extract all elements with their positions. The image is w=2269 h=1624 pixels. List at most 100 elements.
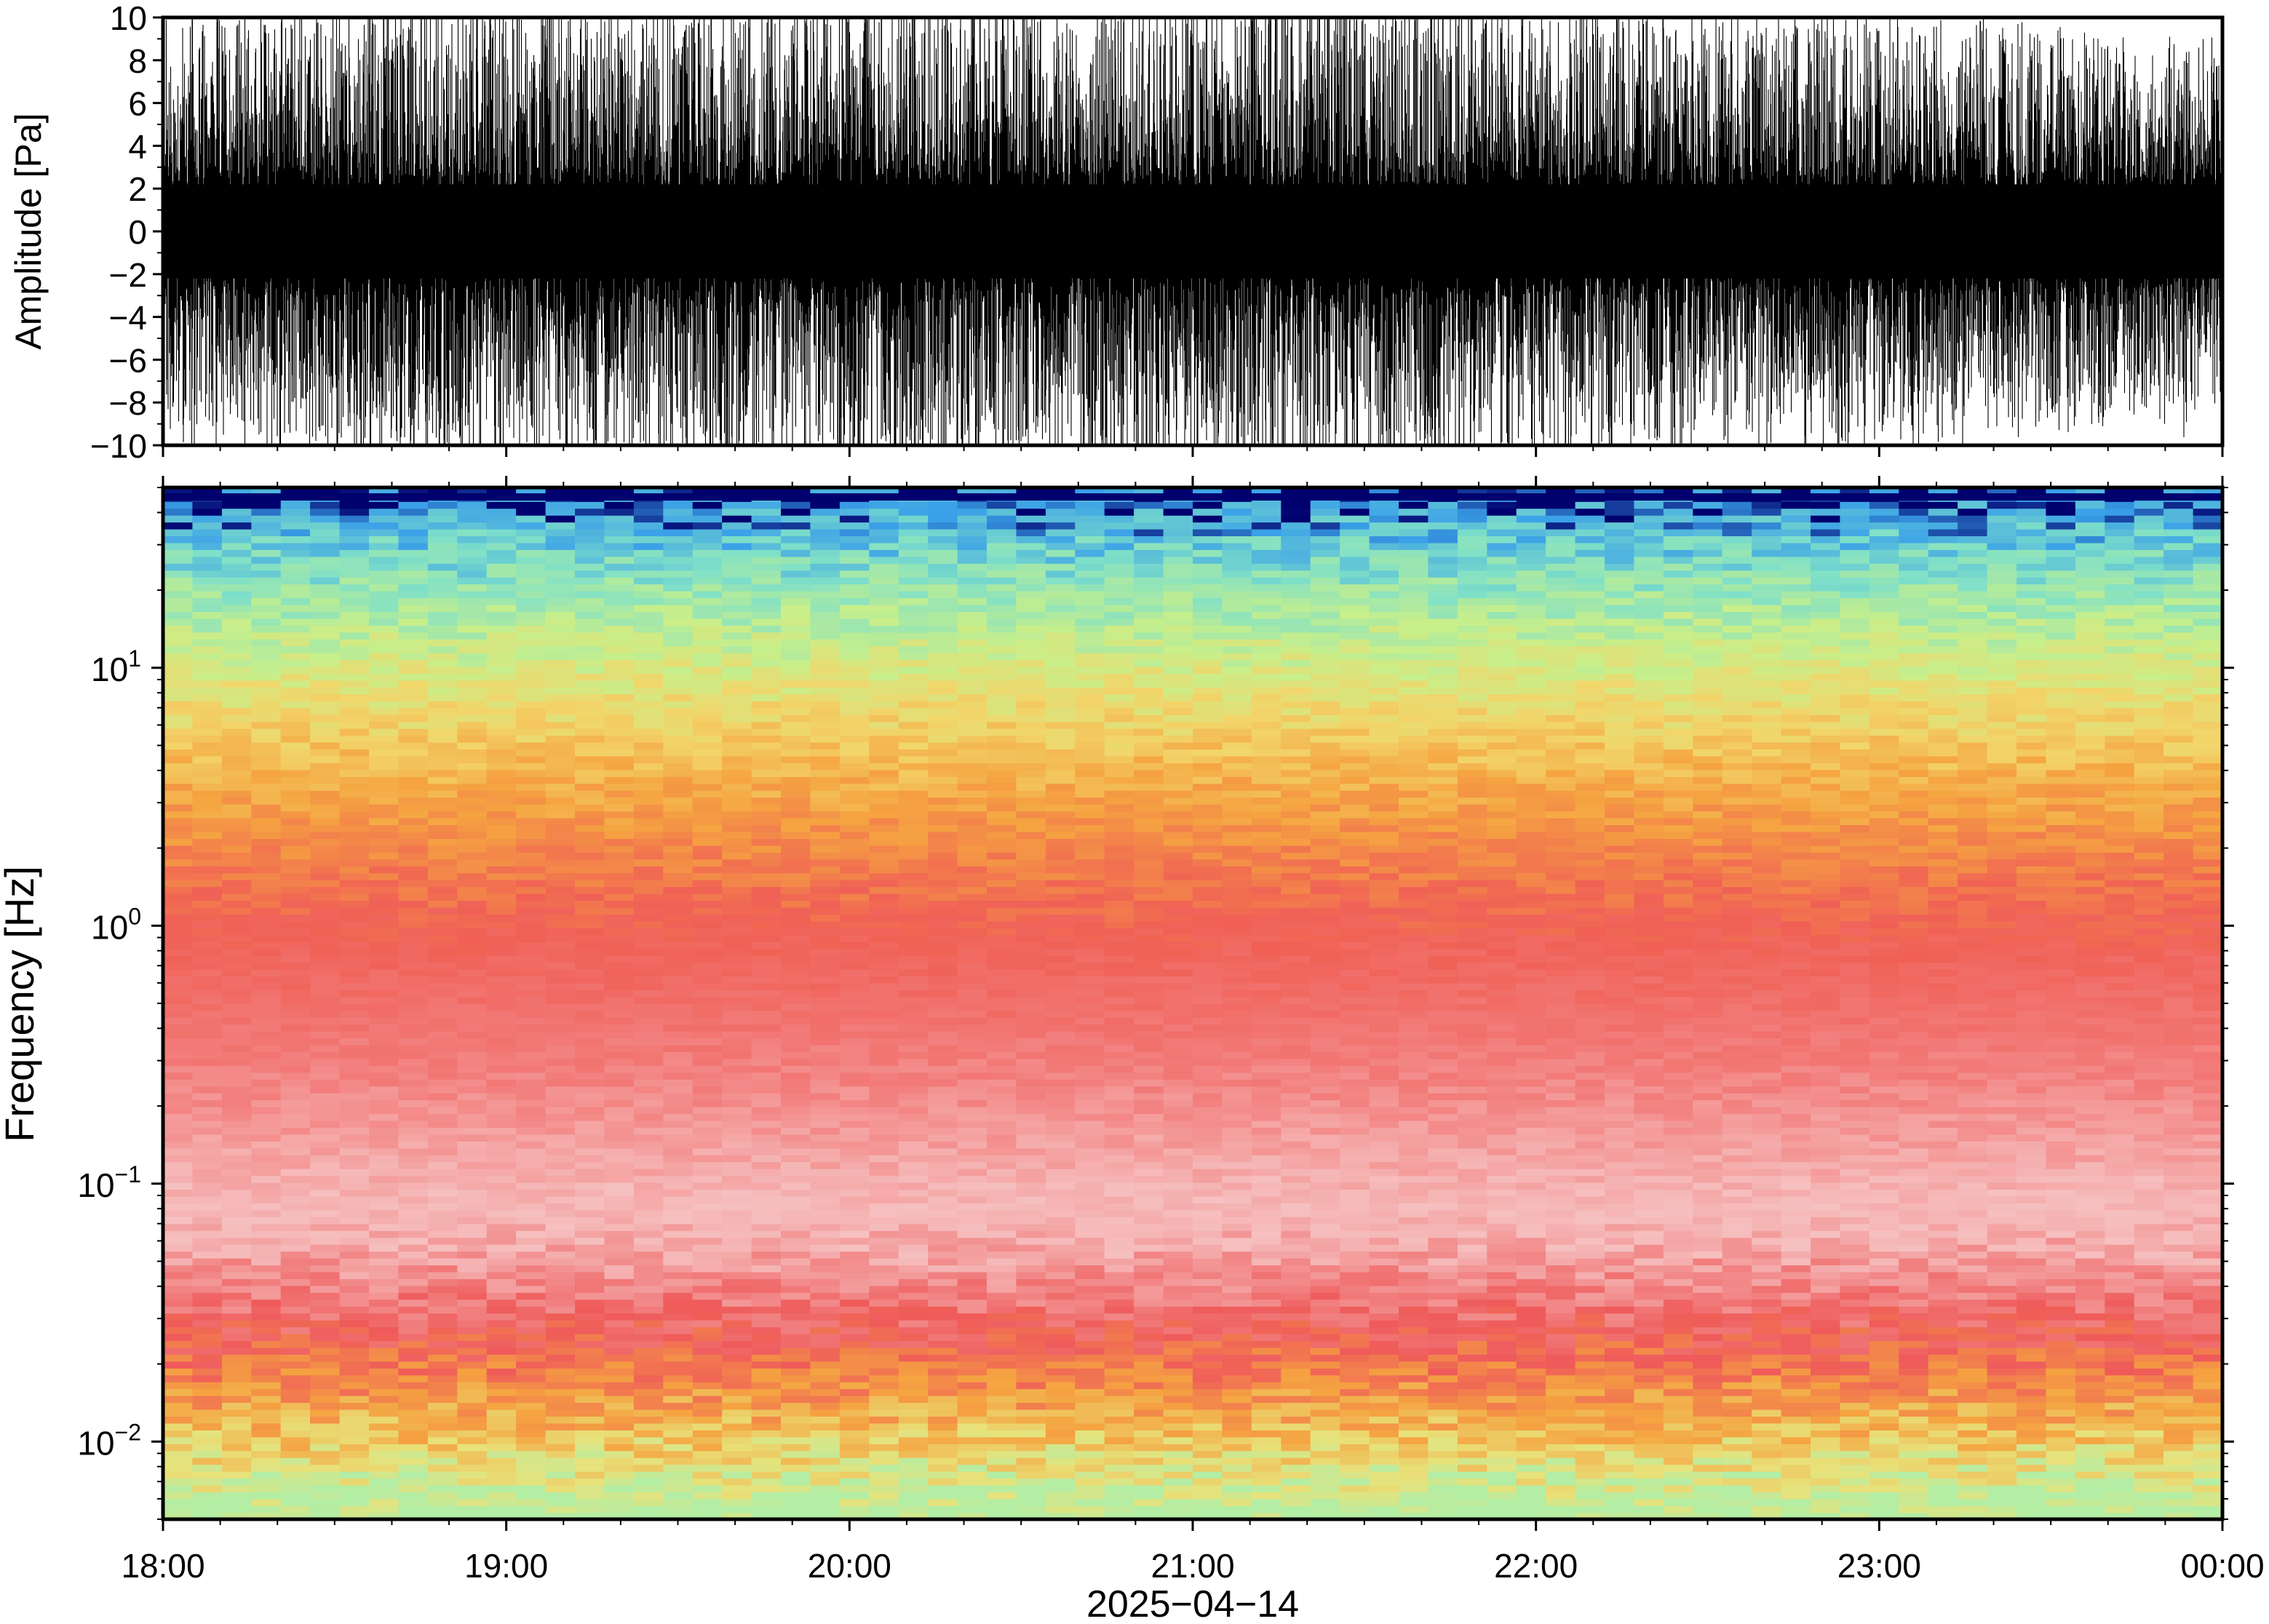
spectrogram-cell xyxy=(1369,1092,1399,1101)
spectrogram-cell xyxy=(1281,1271,1311,1279)
spectrogram-cell xyxy=(810,1278,841,1286)
spectrogram-cell xyxy=(2075,1464,2106,1472)
spectrogram-cell xyxy=(1899,1147,1929,1155)
spectrogram-cell xyxy=(2163,1430,2194,1438)
spectrogram-cell xyxy=(751,1113,782,1121)
spectrogram-cell xyxy=(2016,1388,2047,1396)
spectrogram-cell xyxy=(398,1182,429,1190)
spectrogram-cell xyxy=(2163,1326,2194,1334)
spectrogram-cell xyxy=(516,1155,547,1163)
spectrogram-cell xyxy=(957,1285,988,1293)
spectrogram-cell xyxy=(663,1347,694,1355)
spectrogram-cell xyxy=(1251,1217,1282,1225)
spectrogram-cell xyxy=(1340,1278,1370,1286)
spectrogram-cell xyxy=(2134,1209,2165,1217)
spectrogram-cell xyxy=(2075,1175,2106,1183)
spectrogram-cell xyxy=(251,1450,282,1458)
spectrogram-cell xyxy=(2105,1464,2135,1472)
spectrogram-cell xyxy=(751,1512,782,1519)
spectrogram-cell xyxy=(2163,1038,2194,1046)
spectrogram-cell xyxy=(1605,1257,1635,1266)
spectrogram-cell xyxy=(310,1416,341,1424)
spectrogram-cell xyxy=(427,1444,458,1452)
spectrogram-cell xyxy=(1310,1326,1341,1334)
spectrogram-cell xyxy=(1457,1086,1488,1094)
spectrogram-cell xyxy=(457,1058,488,1066)
spectrogram-cell xyxy=(1634,1051,1664,1059)
spectrogram-cell xyxy=(898,1203,929,1211)
spectrogram-cell xyxy=(1104,1072,1135,1080)
spectrogram-cell xyxy=(1840,1512,1870,1519)
spectrogram-cell xyxy=(251,1444,282,1452)
spectrogram-cell xyxy=(1869,1127,1900,1135)
spectrogram-cell xyxy=(1457,1347,1488,1355)
spectrogram-cell xyxy=(839,1347,870,1355)
spectrogram-cell xyxy=(1281,1402,1311,1410)
spectrogram-cell xyxy=(1075,1326,1105,1334)
spectrogram-cell xyxy=(1369,1292,1399,1300)
spectrogram-cell xyxy=(604,1313,635,1321)
spectrogram-cell xyxy=(1899,1333,1929,1342)
waveform-y-tick-label: 2 xyxy=(128,170,147,208)
spectrogram-cell xyxy=(2163,1457,2194,1465)
spectrogram-cell xyxy=(1399,1484,1429,1492)
spectrogram-cell xyxy=(604,1299,635,1307)
spectrogram-cell xyxy=(575,1127,605,1135)
spectrogram-cell xyxy=(1251,1099,1282,1107)
spectrogram-cell xyxy=(898,1478,929,1486)
spectrogram-cell xyxy=(545,1113,576,1121)
spectrogram-cell xyxy=(2193,1265,2222,1273)
spectrogram-cell xyxy=(1222,1065,1252,1073)
spectrogram-cell xyxy=(486,1388,517,1396)
spectrogram-cell xyxy=(1281,1209,1311,1217)
spectrogram-cell xyxy=(163,1168,194,1177)
spectrogram-cell xyxy=(1045,1251,1076,1259)
spectrogram-cell xyxy=(781,1161,811,1169)
spectrogram-cell xyxy=(1575,1155,1605,1163)
spectrogram-cell xyxy=(1899,1512,1929,1519)
spectrogram-cell xyxy=(1899,1368,1929,1376)
spectrogram-cell xyxy=(1722,1450,1753,1458)
spectrogram-cell xyxy=(1634,1505,1664,1513)
spectrogram-cell xyxy=(1487,1422,1517,1430)
spectrogram-cell xyxy=(280,1113,311,1121)
spectrogram-cell xyxy=(1428,1051,1458,1059)
spectrogram-cell xyxy=(1428,1285,1458,1293)
spectrogram-cell xyxy=(1752,1079,1782,1087)
spectrogram-cell xyxy=(1752,1099,1782,1107)
spectrogram-cell xyxy=(2193,1038,2222,1046)
spectrogram-cell xyxy=(2193,1444,2222,1452)
spectrogram-cell xyxy=(457,1072,488,1080)
spectrogram-cell xyxy=(1016,1217,1046,1225)
spectrogram-cell xyxy=(1869,1402,1900,1410)
spectrogram-cell xyxy=(1045,1505,1076,1513)
spectrogram-cell xyxy=(1634,1230,1664,1238)
spectrogram-cell xyxy=(1399,1038,1429,1046)
spectrogram-cell xyxy=(1516,1444,1547,1452)
spectrogram-cell xyxy=(163,1072,194,1080)
spectrogram-cell xyxy=(957,1079,988,1087)
spectrogram-cell xyxy=(1840,1038,1870,1046)
spectrogram-cell xyxy=(1781,1333,1811,1342)
spectrogram-cell xyxy=(163,1243,194,1252)
spectrogram-cell xyxy=(2016,1092,2047,1101)
spectrogram-cell xyxy=(1781,1127,1811,1135)
spectrogram-cell xyxy=(1281,1257,1311,1266)
spectrogram-cell xyxy=(1722,1409,1753,1417)
spectrogram-cell xyxy=(310,1230,341,1238)
spectrogram-cell xyxy=(722,1368,752,1376)
spectrogram-cell xyxy=(1605,1147,1635,1155)
spectrogram-cell xyxy=(2075,1457,2106,1465)
spectrogram-cell xyxy=(516,1374,547,1382)
spectrogram-cell xyxy=(633,1305,664,1314)
spectrogram-cell xyxy=(810,1243,841,1252)
spectrogram-cell xyxy=(928,1368,958,1376)
spectrogram-cell xyxy=(1752,1161,1782,1169)
spectrogram-cell xyxy=(1193,1361,1223,1369)
spectrogram-cell xyxy=(1457,1168,1488,1177)
spectrogram-cell xyxy=(427,1155,458,1163)
spectrogram-cell xyxy=(1281,1381,1311,1390)
spectrogram-cell xyxy=(1399,1243,1429,1252)
spectrogram-cell xyxy=(1722,1189,1753,1197)
spectrogram-cell xyxy=(1487,1092,1517,1101)
